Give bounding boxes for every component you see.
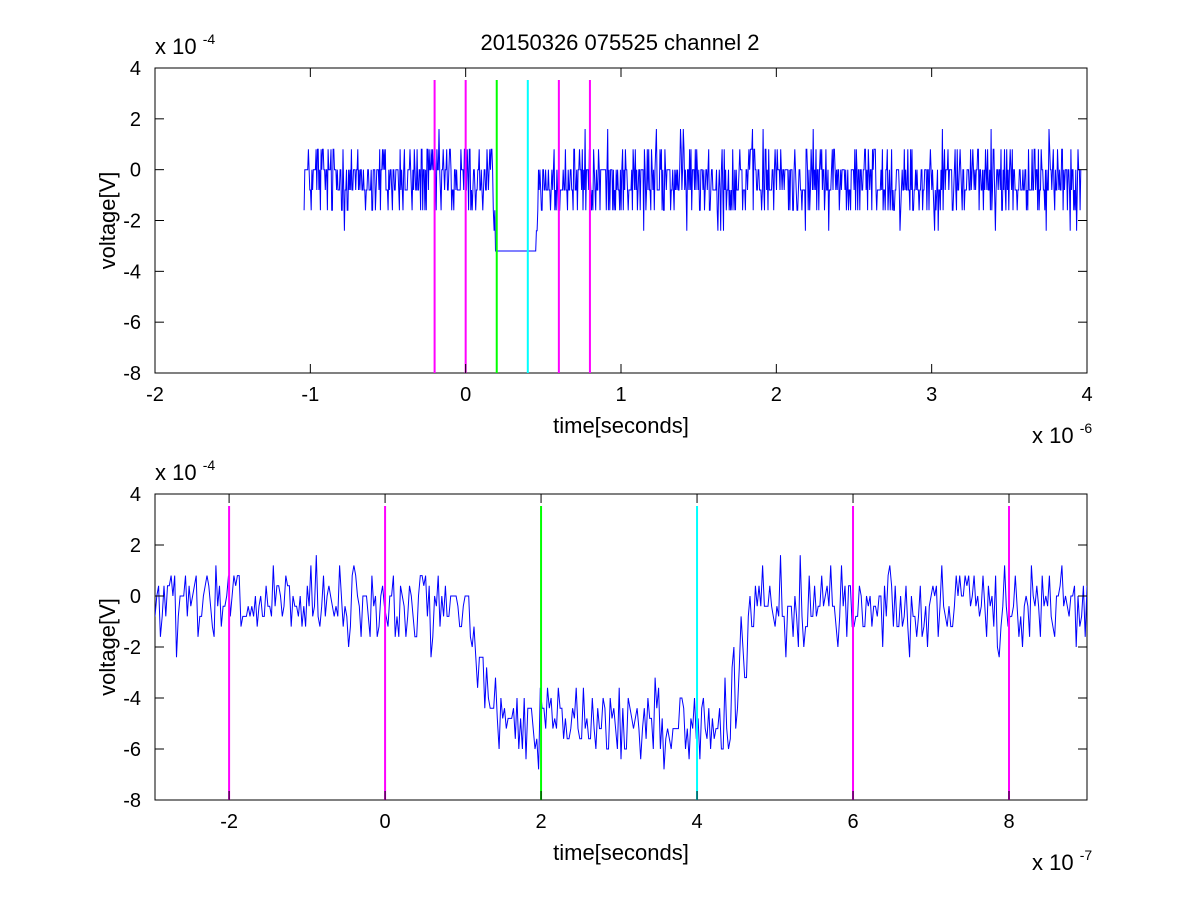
y-scale-exponent: x 10 -4 — [155, 457, 215, 485]
y-scale-exponent: x 10 -4 — [155, 31, 215, 59]
figure-title: 20150326 075525 channel 2 — [481, 30, 760, 55]
x-scale-exponent: x 10 -6 — [1032, 420, 1092, 448]
y-axis-label: voltage[V] — [95, 172, 120, 270]
x-tick-label: 4 — [691, 811, 702, 833]
y-tick-label: -8 — [123, 790, 141, 812]
x-scale-exponent: x 10 -7 — [1032, 847, 1092, 875]
y-tick-label: -4 — [123, 261, 141, 283]
y-tick-label: -2 — [123, 211, 141, 233]
x-tick-label: 0 — [380, 811, 391, 833]
y-tick-label: 4 — [130, 58, 141, 80]
x-tick-label: -2 — [220, 811, 238, 833]
y-axis-label: voltage[V] — [95, 598, 120, 696]
x-tick-label: 2 — [535, 811, 546, 833]
y-tick-label: 2 — [130, 535, 141, 557]
voltage-trace — [155, 555, 1087, 770]
y-tick-label: 2 — [130, 109, 141, 131]
x-tick-label: 6 — [847, 811, 858, 833]
x-tick-label: 1 — [615, 384, 626, 406]
bottom-plot: -2 0 2 4 6 8 4 2 0 -2 -4 -6 -8 time[seconds] voltage[V… — [95, 457, 1092, 875]
y-tick-label: -4 — [123, 688, 141, 710]
y-tick-label: 4 — [130, 484, 141, 506]
x-axis-label: time[seconds] — [553, 413, 689, 438]
y-tick-label: -6 — [123, 312, 141, 334]
axes-frame — [154, 67, 1088, 374]
x-tick-label: -2 — [146, 384, 164, 406]
y-tick-label: 0 — [130, 160, 141, 182]
x-tick-label: 3 — [926, 384, 937, 406]
top-plot: -2 -1 0 1 2 3 4 4 2 0 -2 -4 -6 -8 time[seconds] voltage… — [95, 31, 1093, 448]
y-tick-label: 0 — [130, 586, 141, 608]
x-axis-label: time[seconds] — [553, 840, 689, 865]
x-tick-label: 0 — [460, 384, 471, 406]
y-tick-label: -6 — [123, 739, 141, 761]
x-tick-label: 8 — [1003, 811, 1014, 833]
x-tick-label: 2 — [771, 384, 782, 406]
y-tick-label: -2 — [123, 637, 141, 659]
x-tick-label: 4 — [1081, 384, 1092, 406]
x-tick-label: -1 — [301, 384, 319, 406]
y-tick-label: -8 — [123, 363, 141, 385]
voltage-trace — [303, 128, 1082, 252]
